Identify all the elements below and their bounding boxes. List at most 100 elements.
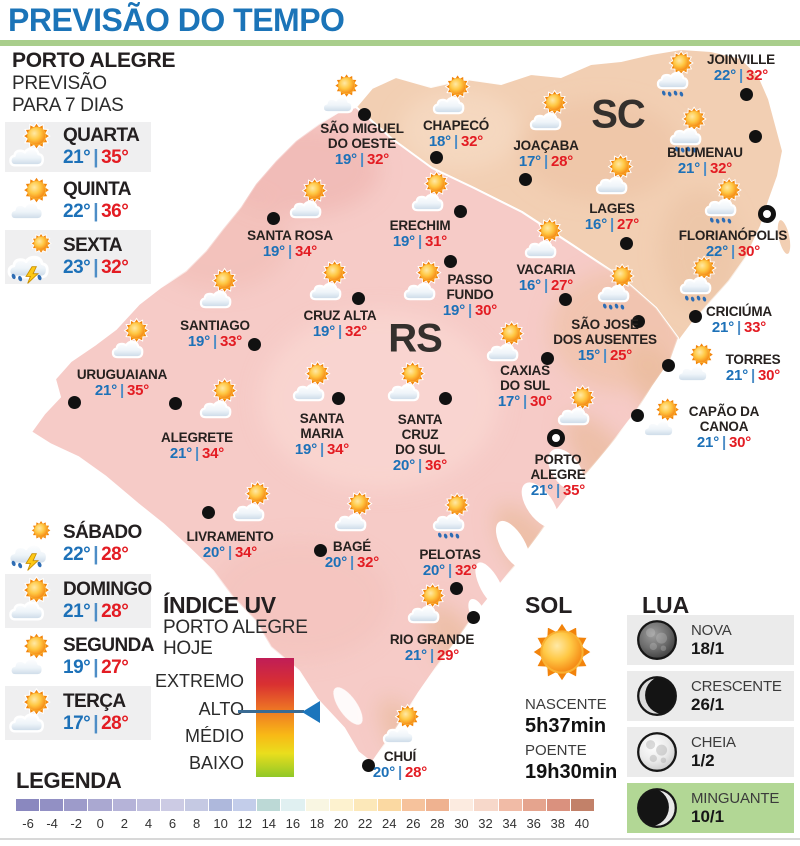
header-accent-rule	[0, 40, 800, 46]
day-name: SEXTA	[63, 235, 123, 256]
legend-tick: 0	[96, 816, 104, 831]
temp-max: 31°	[424, 233, 448, 250]
city-weather-icon	[593, 152, 640, 206]
temp-min: 19°	[334, 151, 357, 168]
temp-min: 21°	[94, 382, 117, 399]
moon-phase-date: 26/1	[691, 694, 725, 714]
city-temps: 21° | 32°	[677, 160, 733, 177]
day-name: SEGUNDA	[63, 635, 154, 656]
sunset-label: POENTE	[525, 742, 587, 759]
city-marker-dot	[661, 358, 675, 372]
temp-min: 19°	[187, 333, 210, 350]
city-temps: 17° | 28°	[518, 153, 574, 170]
city-temps: 19° | 32°	[334, 151, 390, 168]
city-marker-capital	[547, 429, 565, 447]
city-marker-capital	[758, 205, 776, 223]
city-temps: 21° | 34°	[169, 445, 225, 462]
city-marker-dot	[357, 107, 371, 121]
sun-cloud-icon	[290, 359, 337, 408]
temp-max: 30°	[475, 302, 498, 319]
city-name: SÃO MIGUEL DO OESTE	[320, 121, 404, 151]
temp-min: 20°	[202, 544, 225, 561]
city-name: LAGES	[589, 201, 635, 216]
forecast-day-row: SEGUNDA 19° | 27°	[5, 632, 154, 682]
city-weather-icon	[290, 359, 337, 413]
temp-min: 22°	[63, 201, 91, 222]
moon-phase-name: MINGUANTE	[691, 789, 780, 807]
temp-min: 21°	[404, 647, 427, 664]
temp-max: 32°	[710, 160, 733, 177]
legend-tick: 24	[381, 816, 397, 831]
city-weather-icon	[640, 395, 687, 449]
city-weather-icon	[380, 702, 427, 756]
temp-max: 25°	[610, 347, 633, 364]
forecast-days-group-2: SÁBADO 22° | 28° DOMINGO 21° | 28° SEGUNDA 1…	[5, 518, 154, 744]
temp-min: 20°	[422, 562, 445, 579]
temp-min: 20°	[372, 764, 395, 781]
legend-tick: 28	[430, 816, 445, 831]
city-temps: 22° | 32°	[713, 67, 769, 84]
city-marker-dot	[67, 395, 81, 409]
city-weather-icon	[555, 383, 602, 437]
legend-tick: 2	[120, 816, 128, 831]
city-name: PASSO FUNDO	[446, 272, 494, 302]
legend-tick: 4	[144, 816, 153, 831]
bottom-divider	[0, 838, 800, 840]
legend-swatch	[329, 799, 353, 811]
city-label: SANTA CRUZ DO SUL 20° | 36°	[393, 412, 447, 473]
temp-min: 16°	[584, 216, 607, 233]
city-weather-icon	[287, 176, 334, 230]
sun-cloud-icon	[380, 702, 427, 751]
temp-min: 21°	[63, 147, 91, 168]
city-temps: 20° | 36°	[392, 457, 448, 474]
city-temps: 20° | 34°	[202, 544, 258, 561]
temp-min: 21°	[169, 445, 192, 462]
temp-max: 29°	[436, 647, 460, 664]
city-label: LAGES 16° | 27°	[585, 201, 639, 232]
temp-max: 28°	[101, 713, 129, 734]
uv-level-baixo: BAIXO	[188, 753, 244, 773]
city-temps: 19° | 31°	[392, 233, 448, 250]
temp-max: 34°	[327, 441, 350, 458]
city-label: CRUZ ALTA 19° | 32°	[304, 308, 377, 339]
city-name: SANTA MARIA	[299, 411, 345, 441]
city-weather-icon	[430, 492, 477, 546]
city-name: SANTA CRUZ DO SUL	[395, 412, 445, 457]
temp-min: 20°	[392, 457, 415, 474]
temp-max: 27°	[550, 277, 574, 294]
city-label: BLUMENAU 21° | 32°	[667, 145, 743, 176]
city-label: RIO GRANDE 21° | 29°	[390, 632, 474, 663]
city-weather-icon	[527, 88, 574, 142]
sun-cloud-icon	[307, 258, 354, 307]
city-name: ERECHIM	[389, 218, 451, 233]
city-label: FLORIANÓPOLIS 22° | 30°	[679, 228, 788, 259]
legend-tick: 34	[502, 816, 517, 831]
city-marker-dot	[466, 610, 480, 624]
city-marker-dot	[438, 391, 452, 405]
sun-cloud-icon	[522, 216, 569, 265]
legend-tick: -2	[70, 816, 82, 831]
uv-subtitle-city: PORTO ALEGRE	[163, 617, 308, 638]
temp-max: 32°	[101, 257, 129, 278]
forecast-day-row: SEXTA 23° | 32°	[5, 230, 151, 284]
uv-subtitle-day: HOJE	[163, 638, 213, 659]
moon-crescent-icon	[635, 674, 679, 718]
sun-cloud-icon	[109, 316, 156, 365]
temp-max: 33°	[220, 333, 243, 350]
legend-swatch	[136, 799, 160, 811]
city-weather-icon	[654, 50, 701, 104]
temp-min: 16°	[518, 277, 541, 294]
day-name: TERÇA	[63, 691, 126, 712]
uv-level-médio: MÉDIO	[184, 726, 244, 746]
city-temps: 20° | 28°	[372, 764, 428, 781]
city-label: ERECHIM 19° | 31°	[390, 218, 451, 249]
city-label: PORTO ALEGRE 21° | 35°	[530, 452, 585, 498]
moon-phase-row: NOVA 18/1	[627, 615, 794, 665]
sun-cloud-icon	[484, 319, 531, 368]
day-temps: 22° | 28°	[63, 544, 129, 565]
temp-max: 28°	[101, 601, 129, 622]
city-label: SÃO JOSÉ DOS AUSENTES 15° | 25°	[553, 317, 657, 363]
city-temps: 20° | 32°	[324, 554, 380, 571]
city-name: VACARIA	[516, 262, 576, 277]
moon-phase-row: CHEIA 1/2	[627, 727, 794, 777]
